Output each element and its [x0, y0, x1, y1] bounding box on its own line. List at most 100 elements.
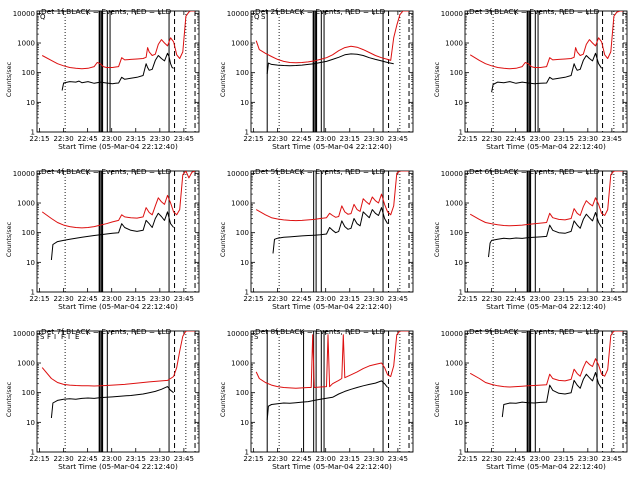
series-lld-line: [469, 171, 623, 227]
x-axis-label: Start Time (05-Mar-04 22:12:40): [486, 462, 606, 471]
y-tick-label: 100: [450, 389, 463, 397]
y-axis-label: Counts/sec: [5, 381, 13, 417]
x-axis-label: Start Time (05-Mar-04 22:12:40): [58, 142, 178, 151]
y-tick-label: 10: [454, 259, 463, 267]
chart-panel-1: Det 1f BLACK = Events, RED = LLD 1 10 100 10…: [5, 7, 200, 151]
x-tick-label: 23:15: [126, 135, 146, 143]
x-axis-label: Start Time (05-Mar-04 22:12:40): [58, 462, 178, 471]
chart-title: Det 1f BLACK = Events, RED = LLD: [41, 7, 172, 16]
plot-frame: [464, 330, 628, 453]
x-tick-label: 22:30: [481, 455, 501, 463]
y-tick-label: 1000: [17, 200, 35, 208]
x-axis-label: Start Time (05-Mar-04 22:12:40): [272, 302, 392, 311]
chart-panel-7: Det 7f BLACK = Events, RED = LLD 1 10 100 10…: [5, 327, 200, 471]
x-tick-label: 23:30: [364, 455, 384, 463]
chart-title: Det 8f BLACK = Events, RED = LLD: [255, 327, 386, 336]
x-tick-label: 22:45: [506, 295, 526, 303]
annotation-letter: S: [40, 333, 45, 341]
x-tick-label: 22:45: [78, 135, 98, 143]
series-lld-line: [469, 331, 623, 388]
x-tick-label: 22:15: [457, 455, 477, 463]
chart-panel-5: Det 5f BLACK = Events, RED = LLD 1 10 100 10…: [219, 167, 414, 311]
y-tick-label: 1000: [17, 40, 35, 48]
series-events-line: [272, 207, 389, 254]
annotation-letter: S: [254, 333, 259, 341]
x-tick-label: 23:45: [388, 135, 408, 143]
series-events-line: [266, 53, 394, 75]
x-tick-label: 23:15: [554, 455, 574, 463]
chart-panel-3: Det 3f BLACK = Events, RED = LLD 1 10 100 10…: [433, 7, 628, 151]
chart-title: Det 5f BLACK = Events, RED = LLD: [255, 167, 386, 176]
x-tick-label: 22:15: [29, 455, 49, 463]
plot-area: [41, 11, 196, 132]
x-tick-label: 23:00: [102, 455, 122, 463]
x-tick-label: 23:45: [174, 135, 194, 143]
y-axis-label: Counts/sec: [433, 61, 441, 97]
x-tick-label: 23:30: [150, 295, 170, 303]
y-tick-label: 10000: [13, 170, 35, 178]
x-tick-label: 22:45: [292, 295, 312, 303]
x-tick-label: 23:45: [602, 295, 622, 303]
y-tick-label: 1000: [231, 360, 249, 368]
x-tick-label: 22:30: [267, 455, 287, 463]
series-events-line: [488, 212, 603, 258]
y-tick-label: 10: [240, 99, 249, 107]
series-lld-line: [255, 171, 409, 222]
annotation-letter: I: [54, 333, 56, 341]
annotation-letter: F: [47, 333, 51, 341]
x-tick-label: 23:00: [530, 455, 550, 463]
x-tick-label: 23:45: [388, 295, 408, 303]
y-tick-label: 1: [245, 289, 249, 297]
series-lld-line: [41, 331, 195, 387]
plot-frame: [250, 10, 414, 133]
x-tick-label: 23:45: [388, 455, 408, 463]
y-tick-label: 100: [22, 69, 35, 77]
series-lld-line: [469, 11, 623, 70]
y-tick-label: 1: [245, 129, 249, 137]
series-lld-line: [255, 11, 409, 64]
y-tick-label: 10000: [227, 170, 249, 178]
y-axis-label: Counts/sec: [433, 221, 441, 257]
series-events-line: [266, 380, 388, 421]
y-tick-label: 1: [459, 449, 463, 457]
x-tick-label: 23:00: [316, 295, 336, 303]
x-axis-label: Start Time (05-Mar-04 22:12:40): [272, 142, 392, 151]
plot-area: [255, 11, 410, 132]
chart-panel-4: Det 4f BLACK = Events, RED = LLD 1 10 100 10…: [5, 167, 200, 311]
x-tick-label: 23:30: [150, 455, 170, 463]
chart-title: Det 9f BLACK = Events, RED = LLD: [469, 327, 600, 336]
y-axis-label: Counts/sec: [219, 61, 227, 97]
y-tick-label: 10000: [227, 10, 249, 18]
y-axis-label: Counts/sec: [5, 61, 13, 97]
x-tick-label: 23:45: [174, 295, 194, 303]
y-tick-label: 1: [31, 449, 35, 457]
y-tick-label: 10: [26, 99, 35, 107]
plot-frame: [250, 330, 414, 453]
y-tick-label: 1: [31, 289, 35, 297]
y-tick-label: 10000: [441, 170, 463, 178]
x-tick-label: 22:30: [53, 455, 73, 463]
plot-frame: [464, 170, 628, 293]
x-tick-label: 22:30: [267, 295, 287, 303]
x-tick-label: 23:15: [340, 295, 360, 303]
x-tick-label: 23:30: [578, 455, 598, 463]
chart-panel-6: Det 6f BLACK = Events, RED = LLD 1 10 100 10…: [433, 167, 628, 311]
x-tick-label: 23:15: [340, 135, 360, 143]
y-tick-label: 100: [450, 69, 463, 77]
series-events-line: [61, 52, 174, 91]
plot-frame: [36, 170, 200, 293]
plot-frame: [36, 330, 200, 453]
annotation-letter: I: [68, 333, 70, 341]
series-lld-line: [41, 171, 196, 229]
plot-area: [41, 171, 196, 292]
series-lld-line: [255, 331, 409, 389]
y-tick-label: 100: [22, 389, 35, 397]
x-tick-label: 23:00: [530, 135, 550, 143]
y-tick-label: 10: [240, 419, 249, 427]
plot-area: [469, 11, 624, 132]
y-tick-label: 1000: [445, 360, 463, 368]
plot-frame: [464, 10, 628, 133]
x-tick-label: 23:45: [602, 455, 622, 463]
x-tick-label: 23:45: [602, 135, 622, 143]
x-tick-label: 22:45: [506, 135, 526, 143]
